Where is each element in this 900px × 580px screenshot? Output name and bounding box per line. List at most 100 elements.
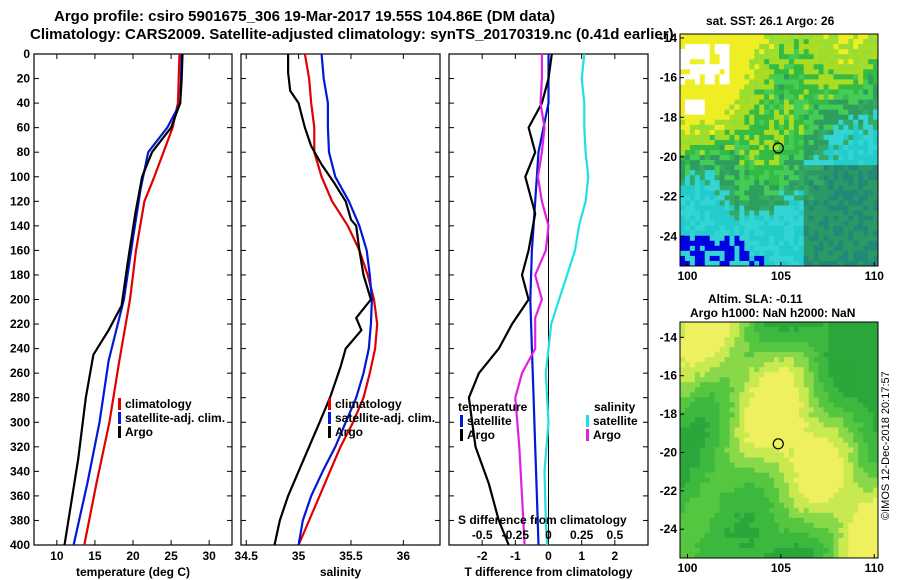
map-cell [694, 104, 701, 110]
map-cell [823, 170, 829, 176]
map-cell [769, 352, 775, 358]
map-cell [873, 250, 879, 257]
map-cell [783, 165, 790, 171]
map-cell [749, 372, 755, 378]
map-cell [868, 362, 874, 368]
map-cell [788, 437, 795, 443]
map-cell [774, 357, 780, 363]
map-cell [704, 150, 710, 156]
map-cell [833, 230, 839, 237]
map-cell [803, 432, 809, 438]
map-cell [744, 552, 750, 559]
map-cell [744, 210, 750, 216]
map-cell [803, 347, 809, 353]
map-cell [689, 69, 696, 75]
map-cell [714, 337, 720, 343]
map-cell [719, 200, 725, 206]
map-cell [729, 377, 735, 383]
map-cell [833, 124, 839, 131]
map-cell [793, 210, 800, 216]
map-cell [793, 447, 800, 453]
map-cell [749, 502, 755, 509]
map-cell [788, 377, 795, 383]
map-cell [838, 210, 844, 216]
map-cell [863, 124, 869, 131]
map-cell [764, 200, 770, 206]
map-cell [714, 357, 720, 363]
map-cell [828, 427, 834, 433]
map-cell [694, 185, 701, 191]
map-cell [694, 512, 701, 519]
map-cell [858, 352, 864, 358]
map-cell [798, 337, 805, 343]
map-cell [729, 542, 735, 549]
map-cell [749, 417, 755, 423]
map-cell [684, 185, 691, 191]
map-cell [798, 412, 805, 418]
map-cell [689, 94, 696, 100]
map-cell [714, 34, 720, 40]
map-cell [803, 160, 809, 166]
map-cell [823, 417, 829, 423]
map-cell [863, 407, 869, 413]
map-cell [873, 39, 879, 45]
map-cell [798, 397, 805, 403]
map-cell [808, 215, 814, 221]
map-cell [694, 442, 701, 448]
map-cell [823, 250, 829, 257]
map-cell [744, 542, 750, 549]
map-cell [759, 382, 765, 388]
map-cell [769, 477, 775, 483]
map-cell [729, 492, 735, 499]
map-cell [749, 190, 755, 196]
map-cell [719, 392, 725, 398]
map-x-tick-label: 100 [677, 269, 697, 283]
map-cell [699, 99, 706, 105]
map-cell [873, 502, 879, 509]
map-cell [719, 74, 725, 80]
map-cell [858, 124, 864, 131]
map-cell [769, 124, 775, 131]
map-cell [788, 215, 795, 221]
map-cell [843, 407, 849, 413]
map-cell [769, 532, 775, 539]
map-cell [798, 220, 805, 226]
map-cell [749, 225, 755, 231]
map-cell [788, 462, 795, 468]
map-cell [868, 382, 874, 388]
map-cell [714, 195, 720, 201]
map-cell [709, 332, 715, 338]
map-cell [818, 34, 824, 40]
map-cell [734, 49, 740, 55]
map-cell [774, 452, 780, 458]
map-cell [813, 437, 819, 443]
map-cell [793, 507, 800, 514]
map-cell [739, 357, 745, 363]
map-cell [833, 109, 839, 115]
y-tick-label: 300 [10, 415, 30, 429]
map-cell [680, 457, 686, 463]
map-cell [704, 64, 710, 70]
map-cell [858, 240, 864, 247]
map-cell [704, 332, 710, 338]
map-cell [828, 255, 834, 262]
map-cell [719, 134, 725, 141]
map-cell [734, 397, 740, 403]
map-cell [838, 537, 844, 544]
map-cell [798, 497, 805, 504]
map-cell [704, 482, 710, 488]
map-cell [680, 382, 686, 388]
map-cell [754, 144, 760, 151]
map-cell [848, 69, 854, 75]
map-cell [823, 54, 829, 60]
map-cell [779, 260, 785, 267]
map-cell [863, 119, 869, 126]
map-cell [739, 497, 745, 504]
map-cell [709, 210, 715, 216]
map-cell [803, 114, 809, 121]
map-cell [724, 54, 730, 60]
map-cell [838, 502, 844, 509]
map-cell [783, 190, 790, 196]
map-cell [734, 124, 740, 131]
map-cell [774, 104, 780, 110]
